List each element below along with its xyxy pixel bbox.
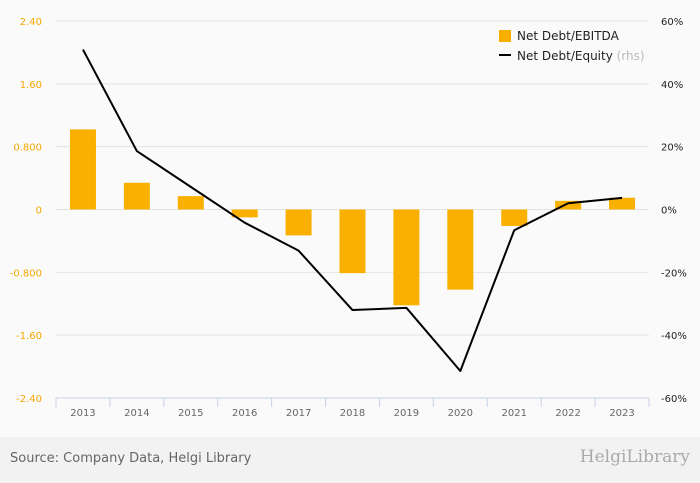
left-tick-label: -2.40 bbox=[16, 394, 42, 405]
left-tick-label: -0.800 bbox=[10, 268, 42, 279]
x-tick-label: 2013 bbox=[70, 408, 95, 419]
bar-net-debt-ebitda bbox=[501, 209, 528, 226]
footer: Source: Company Data, Helgi Library Helg… bbox=[0, 437, 700, 483]
bar-net-debt-ebitda bbox=[69, 129, 96, 210]
legend-label-ebitda: Net Debt/EBITDA bbox=[517, 29, 620, 43]
bar-net-debt-ebitda bbox=[177, 196, 204, 210]
x-tick-label: 2014 bbox=[124, 408, 149, 419]
left-tick-label: 0 bbox=[36, 206, 42, 217]
x-tick-label: 2020 bbox=[448, 408, 473, 419]
legend-swatch-bar bbox=[499, 30, 511, 42]
x-tick-label: 2018 bbox=[340, 408, 365, 419]
right-tick-label: 20% bbox=[661, 143, 683, 154]
right-tick-label: 0% bbox=[661, 206, 677, 217]
left-tick-label: 1.60 bbox=[20, 80, 42, 91]
source-note: Source: Company Data, Helgi Library bbox=[10, 451, 252, 466]
bar-net-debt-ebitda bbox=[285, 209, 312, 236]
bar-net-debt-ebitda bbox=[393, 209, 420, 306]
legend-equity-name: Net Debt/Equity bbox=[517, 49, 617, 63]
bar-net-debt-ebitda bbox=[609, 197, 636, 210]
left-tick-label: -1.60 bbox=[16, 331, 42, 342]
right-tick-label: 60% bbox=[661, 17, 683, 28]
legend-rhs-note: (rhs) bbox=[617, 49, 645, 63]
bar-net-debt-ebitda bbox=[339, 209, 366, 274]
bar-net-debt-ebitda bbox=[555, 200, 582, 210]
bar-net-debt-ebitda bbox=[231, 209, 258, 218]
left-tick-label: 2.40 bbox=[20, 17, 42, 28]
right-tick-label: -40% bbox=[661, 331, 687, 342]
bar-net-debt-ebitda bbox=[447, 209, 474, 290]
x-tick-label: 2015 bbox=[178, 408, 203, 419]
chart: 2.40 1.60 0.800 0 -0.800 -1.60 -2.40 60% 40% 20% 0… bbox=[10, 17, 687, 419]
legend-label-equity: Net Debt/Equity (rhs) bbox=[517, 49, 645, 63]
x-tick-label: 2017 bbox=[286, 408, 311, 419]
right-tick-label: -60% bbox=[661, 394, 687, 405]
helgi-library-logo: HelgiLibrary bbox=[579, 447, 690, 467]
right-tick-label: -20% bbox=[661, 268, 687, 279]
left-tick-label: 0.800 bbox=[13, 143, 42, 154]
x-tick-label: 2023 bbox=[609, 408, 634, 419]
x-tick-label: 2019 bbox=[394, 408, 419, 419]
bar-net-debt-ebitda bbox=[123, 182, 150, 210]
right-tick-label: 40% bbox=[661, 80, 683, 91]
x-tick-label: 2022 bbox=[555, 408, 580, 419]
x-tick-label: 2016 bbox=[232, 408, 257, 419]
x-tick-label: 2021 bbox=[502, 408, 527, 419]
